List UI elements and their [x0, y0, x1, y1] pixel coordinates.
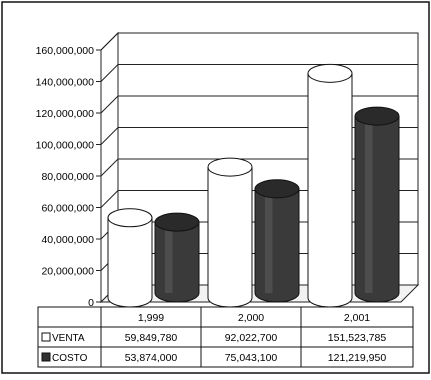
data-label: 75,043,100	[225, 352, 278, 364]
data-label: 121,219,950	[328, 352, 387, 364]
y-tick-label: 140,000,000	[36, 77, 95, 89]
bar-top-costo	[154, 212, 200, 232]
x-tick-label: 1,999	[138, 312, 164, 324]
y-tick-label: 100,000,000	[36, 140, 95, 152]
y-tick-label: 40,000,000	[41, 234, 94, 246]
legend-label: COSTO	[52, 353, 88, 364]
y-tick-label: 0	[88, 297, 94, 309]
data-label: 151,523,785	[328, 332, 387, 344]
bar-costo	[154, 221, 200, 303]
x-tick-label: 2,001	[344, 312, 370, 324]
bar-top-venta	[107, 208, 153, 228]
y-tick-label: 20,000,000	[41, 266, 94, 278]
data-label: 92,022,700	[225, 332, 278, 344]
legend-swatch	[41, 332, 51, 342]
gridline	[100, 32, 418, 51]
gridline	[100, 64, 418, 82]
data-label: 59,849,780	[125, 332, 178, 344]
bar-highlight	[364, 116, 373, 293]
legend-swatch	[41, 352, 51, 362]
y-tick-label: 120,000,000	[36, 108, 95, 120]
y-tick-label: 60,000,000	[41, 203, 94, 215]
bar-top-venta	[207, 157, 253, 177]
chart-frame	[1, 1, 430, 374]
y-tick-label: 160,000,000	[36, 45, 95, 57]
data-label: 53,874,000	[125, 352, 178, 364]
y-tick-label: 80,000,000	[41, 171, 94, 183]
bar-venta	[307, 72, 353, 308]
bar-venta	[207, 166, 253, 308]
bar-costo	[254, 188, 300, 303]
bar-highlight	[264, 188, 273, 293]
bar-costo	[354, 115, 400, 303]
bar-highlight	[164, 222, 173, 293]
bar-top-costo	[254, 179, 300, 199]
bar-top-costo	[354, 106, 400, 126]
x-tick-label: 2,000	[238, 312, 264, 324]
legend-label: VENTA	[52, 333, 85, 344]
bar-venta	[107, 217, 153, 308]
bar-top-venta	[307, 63, 353, 83]
